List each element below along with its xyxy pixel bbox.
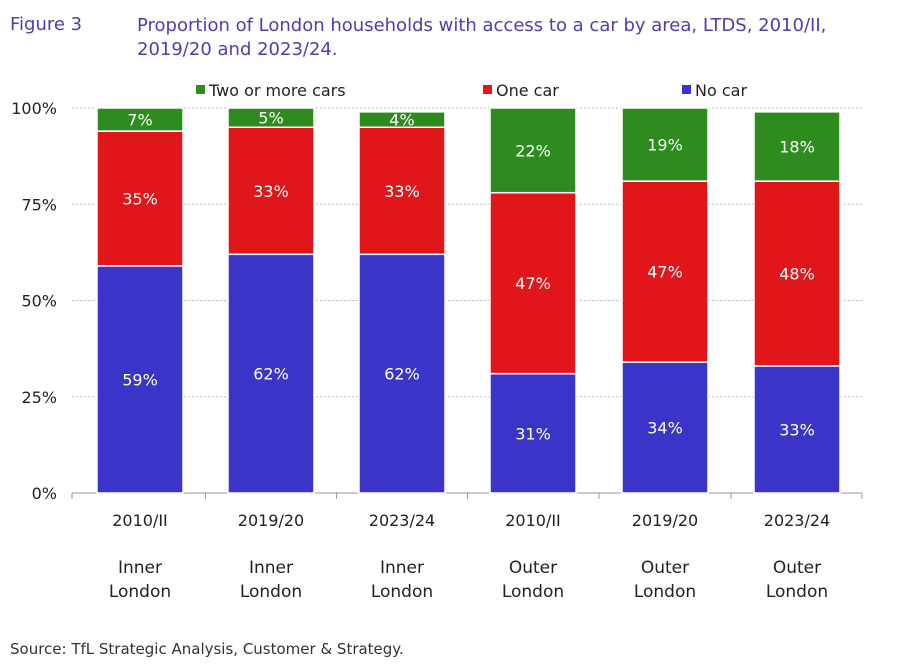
bar-segment-two-or-more-cars — [489, 107, 577, 194]
x-category-label: 2019/20 — [632, 511, 698, 530]
y-tick-label: 0% — [32, 484, 57, 503]
legend-swatch-two-or-more-cars — [196, 85, 205, 94]
legend-swatch-no-car — [682, 85, 691, 94]
legend-swatch-one-car — [483, 85, 492, 94]
data-label: 5% — [258, 109, 283, 128]
bar-segment-no-car — [621, 361, 709, 494]
data-label: 4% — [389, 111, 414, 130]
bar-segment-one-car — [753, 180, 841, 367]
y-tick-label: 50% — [21, 292, 57, 311]
bar-segment-two-or-more-cars — [621, 107, 709, 182]
data-label: 7% — [127, 111, 152, 130]
data-label: 48% — [779, 265, 815, 284]
data-label: 34% — [647, 419, 683, 438]
bar-segment-two-or-more-cars — [227, 107, 315, 128]
bar-segment-no-car — [358, 253, 446, 494]
x-area-label: Outer — [509, 558, 557, 578]
data-label: 33% — [253, 182, 289, 201]
x-area-label: London — [766, 582, 828, 602]
bar-segment-no-car — [489, 372, 577, 494]
data-label: 47% — [515, 274, 551, 293]
x-area-label: London — [109, 582, 171, 602]
data-label: 33% — [779, 420, 815, 439]
data-label: 22% — [515, 141, 551, 160]
bar-segment-one-car — [227, 126, 315, 256]
stacked-bar-chart: 0% 25% 50% 75% 100% 59% 35% 7% 2010/II Inner Londo… — [11, 81, 863, 602]
bar-segment-no-car — [96, 265, 184, 494]
x-area-label: Inner — [118, 558, 162, 578]
data-label: 19% — [647, 136, 683, 155]
x-area-label: Inner — [380, 558, 424, 578]
x-category-label: 2023/24 — [764, 511, 830, 530]
x-area-label: Outer — [641, 558, 689, 578]
bar-segment-two-or-more-cars — [358, 111, 446, 128]
legend-label: One car — [496, 81, 559, 100]
x-category-label: 2023/24 — [369, 511, 435, 530]
data-label: 35% — [122, 189, 158, 208]
x-area-label: Outer — [773, 558, 821, 578]
x-category-label: 2019/20 — [238, 511, 304, 530]
x-area-label: London — [502, 582, 564, 602]
bar-segment-one-car — [96, 130, 184, 267]
x-category-label: 2010/II — [112, 511, 168, 530]
y-tick-label: 75% — [21, 195, 57, 214]
data-label: 31% — [515, 424, 551, 443]
bar-segment-two-or-more-cars — [96, 107, 184, 132]
source-note: Source: TfL Strategic Analysis, Customer… — [10, 640, 404, 658]
data-label: 62% — [384, 365, 420, 384]
data-label: 47% — [647, 263, 683, 282]
figure-label: Figure 3 — [10, 14, 83, 35]
y-tick-label: 100% — [11, 99, 57, 118]
data-label: 18% — [779, 138, 815, 157]
x-area-label: London — [371, 582, 433, 602]
data-label: 59% — [122, 370, 158, 389]
bar-segment-two-or-more-cars — [753, 111, 841, 182]
x-area-label: Inner — [249, 558, 293, 578]
legend-label: Two or more cars — [208, 81, 346, 100]
data-label: 33% — [384, 182, 420, 201]
legend-label: No car — [695, 81, 747, 100]
x-area-label: London — [240, 582, 302, 602]
bar-segment-no-car — [753, 365, 841, 494]
y-tick-label: 25% — [21, 388, 57, 407]
bar-segment-one-car — [358, 126, 446, 256]
bar-segment-one-car — [621, 180, 709, 363]
chart-title: Proportion of London households with acc… — [137, 15, 827, 60]
x-area-label: London — [634, 582, 696, 602]
data-label: 62% — [253, 365, 289, 384]
bar-segment-no-car — [227, 253, 315, 494]
x-category-label: 2010/II — [505, 511, 561, 530]
